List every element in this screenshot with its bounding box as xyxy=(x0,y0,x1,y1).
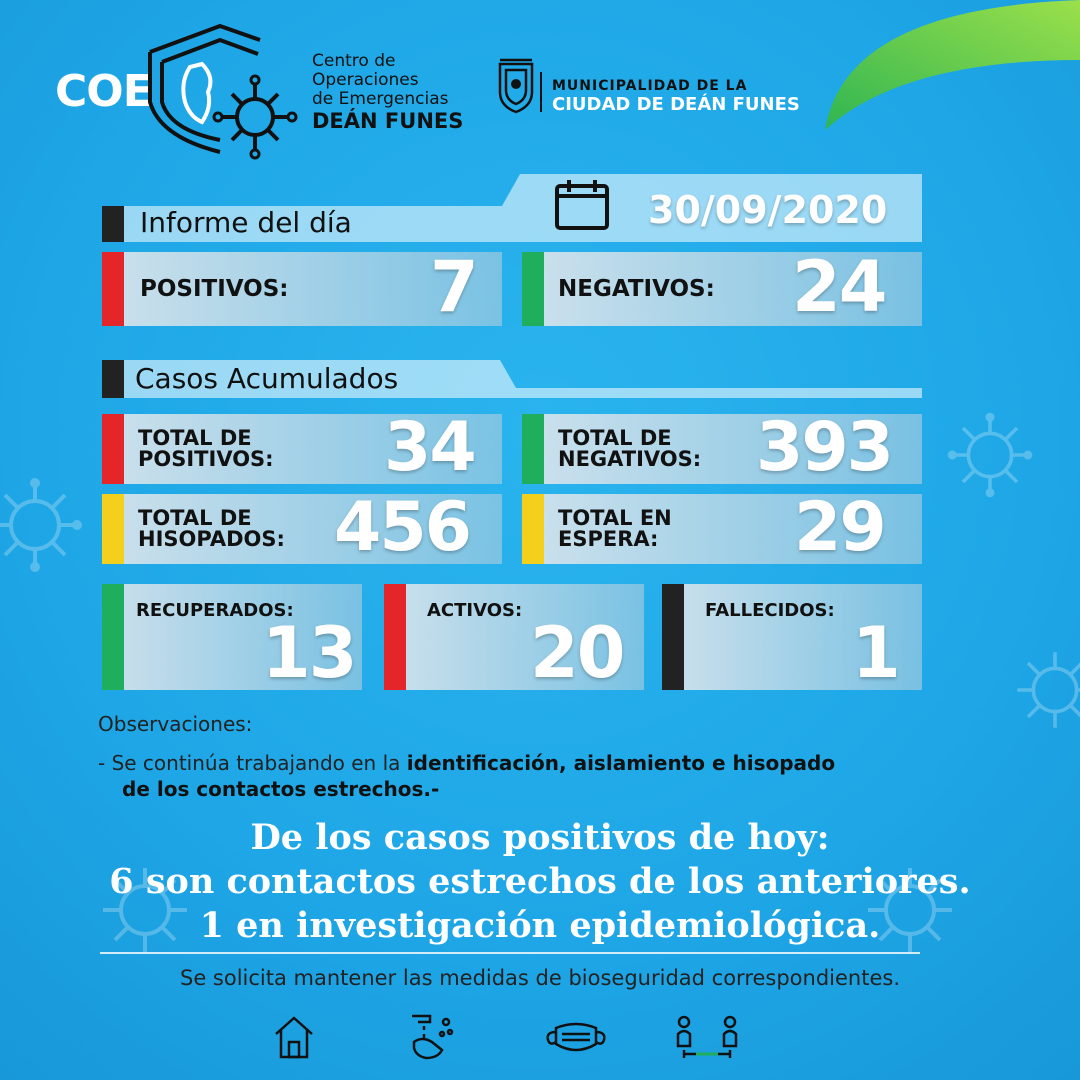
municipality-name: MUNICIPALIDAD DE LA CIUDAD DE DEÁN FUNES xyxy=(552,78,800,115)
total-hisopados-value: 456 xyxy=(334,488,472,567)
label-line: TOTAL EN xyxy=(558,506,672,530)
message-line: De los casos positivos de hoy: xyxy=(250,817,830,858)
positivos-label: POSITIVOS: xyxy=(140,276,289,302)
coe-name-line: de Emergencias xyxy=(312,89,449,109)
coe-logo-text: COE xyxy=(55,66,153,117)
virus-icon xyxy=(868,868,952,952)
total-negativos-value: 393 xyxy=(756,408,894,487)
municipality-line1: MUNICIPALIDAD DE LA xyxy=(552,78,748,94)
positivos-card xyxy=(102,252,502,326)
house-icon xyxy=(275,1016,313,1059)
header-divider xyxy=(540,72,542,112)
activos-card xyxy=(384,584,644,690)
mask-icon xyxy=(546,1022,606,1052)
label-line: HISOPADOS: xyxy=(138,527,285,551)
fallecidos-label: FALLECIDOS: xyxy=(705,600,835,621)
negativos-label: NEGATIVOS: xyxy=(558,276,715,302)
total-espera-value: 29 xyxy=(794,488,887,567)
negativos-value: 24 xyxy=(792,246,887,328)
observation-bold-2: de los contactos estrechos.- xyxy=(122,777,440,801)
footer-text: Se solicita mantener las medidas de bios… xyxy=(180,966,900,990)
label-line: TOTAL DE xyxy=(138,426,252,450)
total-negativos-card xyxy=(522,414,922,484)
coe-name-line: Operaciones xyxy=(312,70,419,90)
message-line: 1 en investigación epidemiológica. xyxy=(199,905,881,946)
municipality-line2: CIUDAD DE DEÁN FUNES xyxy=(552,94,800,115)
label-line: NEGATIVOS: xyxy=(558,447,702,471)
observation-bold: identificación, aislamiento e hisopado xyxy=(406,751,836,775)
coe-name-line: Centro de xyxy=(312,51,396,71)
coe-city: DEÁN FUNES xyxy=(312,109,464,133)
observations-text: - Se continúa trabajando en la identific… xyxy=(98,750,835,802)
label-line: POSITIVOS: xyxy=(138,447,274,471)
negativos-card xyxy=(522,252,922,326)
activos-value: 20 xyxy=(530,612,625,694)
handwash-icon xyxy=(412,1014,454,1060)
recuperados-card xyxy=(102,584,362,690)
shield-virus-icon xyxy=(148,23,298,160)
cumulative-title: Casos Acumulados xyxy=(135,362,399,395)
recuperados-value: 13 xyxy=(262,612,357,694)
crest-icon xyxy=(498,58,534,114)
observation-prefix: - Se continúa trabajando en la xyxy=(98,751,407,775)
virus-icon xyxy=(1017,652,1080,728)
total-hisopados-card xyxy=(102,494,502,564)
label-line: ESPERA: xyxy=(558,527,659,551)
distance-icon xyxy=(676,1015,738,1058)
virus-icon xyxy=(0,478,82,572)
coe-organization-name: Centro de Operaciones de Emergencias DEÁ… xyxy=(312,52,463,134)
virus-icon xyxy=(947,412,1033,498)
total-negativos-label: TOTAL DE NEGATIVOS: xyxy=(558,428,701,470)
virus-icon xyxy=(103,868,187,952)
recuperados-label: RECUPERADOS: xyxy=(136,600,294,621)
message-line: 6 son contactos estrechos de los anterio… xyxy=(109,861,971,902)
activos-label: ACTIVOS: xyxy=(427,600,523,621)
daily-title: Informe del día xyxy=(140,206,352,239)
divider xyxy=(100,952,920,954)
calendar-icon xyxy=(555,180,609,230)
fallecidos-card xyxy=(662,584,922,690)
observations-title: Observaciones: xyxy=(98,712,253,736)
total-espera-label: TOTAL EN ESPERA: xyxy=(558,508,672,550)
total-positivos-label: TOTAL DE POSITIVOS: xyxy=(138,428,274,470)
leaf-decoration xyxy=(825,0,1080,130)
total-espera-card xyxy=(522,494,922,564)
label-line: TOTAL DE xyxy=(558,426,672,450)
fallecidos-value: 1 xyxy=(852,612,901,694)
label-line: TOTAL DE xyxy=(138,506,252,530)
cumulative-header-bar xyxy=(102,360,922,398)
total-positivos-card xyxy=(102,414,502,484)
total-positivos-value: 34 xyxy=(384,408,477,487)
positivos-value: 7 xyxy=(430,246,479,328)
daily-header-bar xyxy=(102,174,922,242)
highlight-message: De los casos positivos de hoy: 6 son con… xyxy=(0,816,1080,948)
total-hisopados-label: TOTAL DE HISOPADOS: xyxy=(138,508,285,550)
report-date: 30/09/2020 xyxy=(648,188,888,232)
